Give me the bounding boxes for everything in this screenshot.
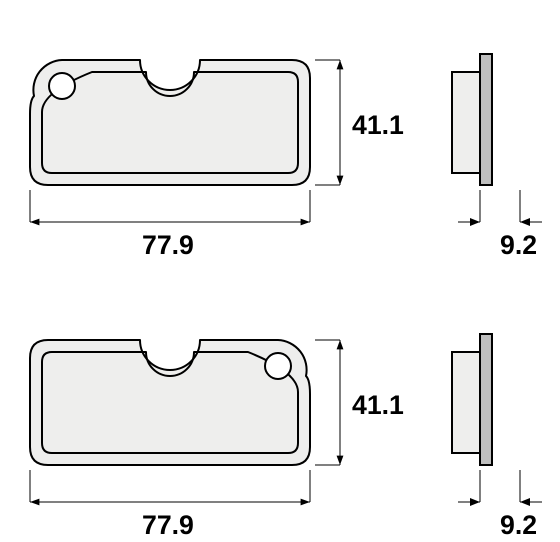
dim-width-bot: 77.9	[142, 510, 194, 541]
dim-thick-bot: 9.2	[500, 510, 537, 541]
dim-width-top: 77.9	[142, 230, 194, 261]
dim-thick-top: 9.2	[500, 230, 537, 261]
diagram-canvas	[0, 0, 560, 542]
dim-height-top: 41.1	[352, 110, 404, 141]
dim-height-bot: 41.1	[352, 390, 404, 421]
